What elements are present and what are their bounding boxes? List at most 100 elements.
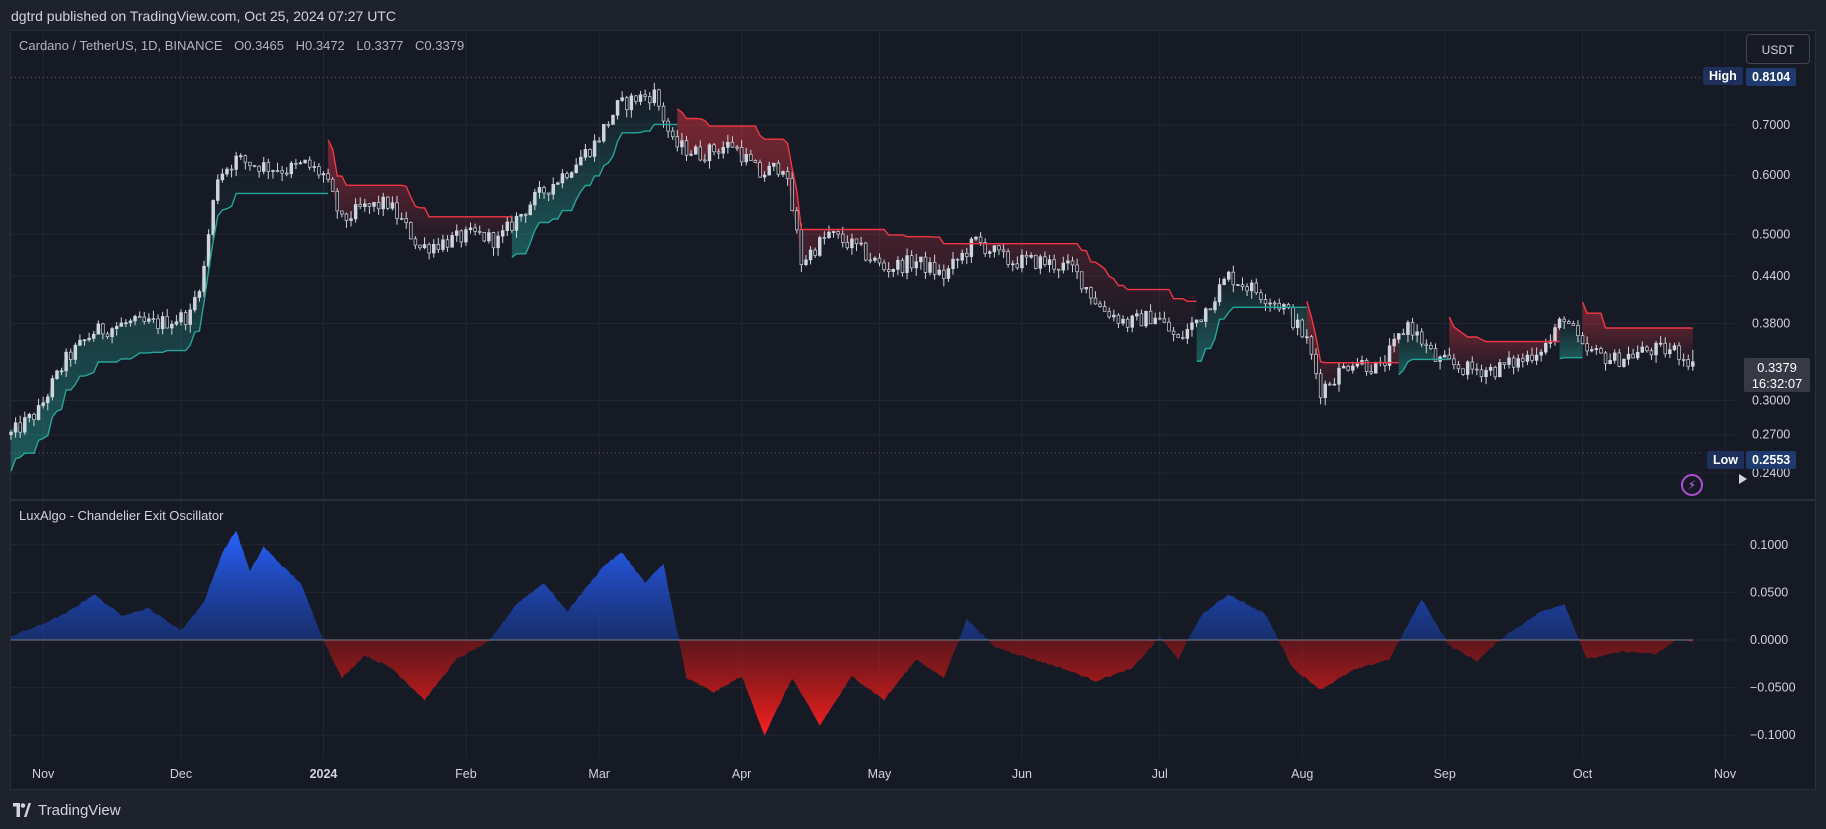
candle-body — [648, 96, 652, 104]
candle-body — [905, 255, 909, 273]
candle-body — [202, 265, 206, 292]
candle — [1387, 338, 1392, 371]
candle — [367, 203, 372, 214]
indicator-title[interactable]: LuxAlgo - Chandelier Exit Oscillator — [19, 508, 224, 523]
candle — [928, 257, 932, 276]
candle-body — [818, 237, 822, 256]
candle-body — [1479, 369, 1484, 378]
candle — [1640, 341, 1645, 353]
candle — [1171, 326, 1176, 342]
time-axis-label: 2024 — [310, 767, 338, 781]
candle — [592, 134, 597, 162]
candle-body — [220, 173, 225, 181]
candle-body — [1502, 362, 1507, 365]
short-stop-line — [327, 139, 512, 218]
candle — [643, 89, 647, 101]
candle-body — [1295, 319, 1300, 329]
short-stop-line — [1306, 301, 1399, 364]
candle-body — [675, 136, 680, 148]
candle — [1351, 361, 1355, 374]
candle-body — [551, 184, 555, 195]
candle-body — [197, 291, 202, 298]
candle-body — [1525, 354, 1530, 362]
candle-body — [312, 166, 317, 168]
price-axis-label: 0.2700 — [1752, 428, 1790, 442]
candle — [459, 229, 464, 248]
candle-body — [1305, 336, 1309, 339]
candle — [652, 82, 657, 106]
candle-body — [505, 221, 510, 231]
candle-body — [1658, 342, 1663, 345]
candle — [1222, 277, 1226, 286]
candle-body — [124, 322, 128, 325]
candle-body — [1392, 338, 1396, 347]
candle-body — [87, 337, 91, 341]
candle-body — [1052, 259, 1056, 270]
candle — [992, 245, 997, 258]
candle-body — [1530, 354, 1534, 361]
lightning-icon[interactable]: ⚡ — [1681, 474, 1703, 496]
candle — [1470, 356, 1474, 375]
candle — [1024, 250, 1029, 266]
candle — [588, 148, 592, 159]
candle-body — [533, 192, 537, 206]
footer-brand[interactable]: TradingView — [11, 798, 121, 822]
candle — [1346, 364, 1350, 372]
candle-body — [1102, 306, 1107, 312]
candle — [1580, 332, 1585, 345]
candle-body — [698, 146, 703, 161]
candle — [1603, 351, 1608, 371]
candle — [36, 398, 41, 421]
candle — [620, 91, 624, 103]
candle-body — [896, 259, 900, 270]
candle — [266, 158, 271, 179]
candle — [1401, 328, 1406, 336]
candle — [579, 149, 583, 166]
candle-body — [1130, 315, 1134, 328]
candle-body — [1006, 251, 1010, 265]
scroll-right-arrow-icon[interactable] — [1739, 474, 1747, 484]
candle-body — [1038, 256, 1043, 269]
candle — [399, 212, 404, 221]
candle-body — [1167, 321, 1171, 332]
chart-frame[interactable] — [10, 30, 1816, 790]
candle — [1452, 353, 1456, 370]
candle — [147, 313, 151, 324]
candle-body — [1429, 344, 1433, 349]
candle-body — [1686, 359, 1690, 367]
oscillator-axis-label: −0.0500 — [1750, 681, 1796, 695]
candle-body — [1406, 322, 1410, 335]
candle — [326, 168, 330, 183]
candle — [9, 429, 13, 440]
oscillator-positive-area — [11, 530, 1693, 640]
candle — [790, 171, 794, 212]
candle — [78, 334, 82, 347]
candle-body — [133, 315, 137, 322]
symbol-name[interactable]: Cardano / TetherUS, 1D, BINANCE — [19, 38, 223, 53]
candle-body — [340, 210, 344, 215]
candle — [1075, 258, 1079, 280]
candle — [1360, 355, 1364, 366]
candle-body — [565, 173, 569, 178]
candle-body — [1415, 331, 1419, 336]
candle — [951, 251, 955, 275]
candle — [1204, 307, 1208, 328]
candle — [477, 225, 482, 235]
currency-button[interactable]: USDT — [1746, 34, 1810, 64]
candle — [785, 166, 790, 186]
candle-body — [188, 309, 192, 325]
candle — [1553, 324, 1557, 346]
candle — [349, 211, 353, 227]
candle-body — [151, 318, 156, 321]
candle-body — [909, 255, 914, 269]
candle-body — [560, 173, 565, 184]
candle-body — [1553, 327, 1557, 342]
candle — [661, 102, 666, 128]
candle — [877, 253, 882, 267]
candle — [170, 320, 174, 335]
candle-body — [1199, 319, 1203, 322]
candle — [1102, 300, 1107, 312]
candle-body — [992, 245, 997, 253]
candle — [776, 160, 781, 178]
